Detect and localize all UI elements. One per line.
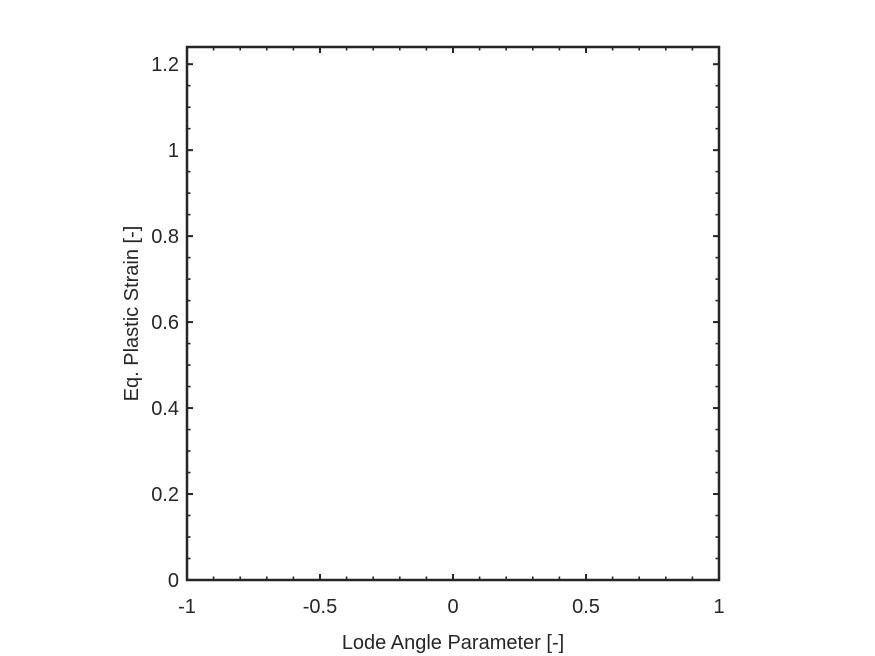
x-axis-label: Lode Angle Parameter [-] <box>342 632 564 654</box>
y-axis-label: Eq. Plastic Strain [-] <box>121 226 143 402</box>
y-tick-label: 0.8 <box>151 226 179 248</box>
y-tick-label: 1.2 <box>151 54 179 76</box>
y-tick-label: 1 <box>168 140 179 162</box>
x-tick-label: 0 <box>447 596 458 618</box>
x-tick-label: -0.5 <box>303 596 337 618</box>
plot-frame <box>185 45 721 582</box>
y-tick-label: 0 <box>168 570 179 592</box>
y-tick-label: 0.4 <box>151 398 179 420</box>
y-tick-labels: 0 0.2 0.4 0.6 0.8 1 1.2 <box>151 54 179 592</box>
plot-area <box>187 47 719 580</box>
x-tick-label: 0.5 <box>572 596 600 618</box>
x-tick-label: 1 <box>713 596 724 618</box>
x-tick-label: -1 <box>178 596 196 618</box>
y-tick-label: 0.6 <box>151 312 179 334</box>
y-tick-label: 0.2 <box>151 484 179 506</box>
x-tick-labels: -1 -0.5 0 0.5 1 <box>178 596 724 618</box>
